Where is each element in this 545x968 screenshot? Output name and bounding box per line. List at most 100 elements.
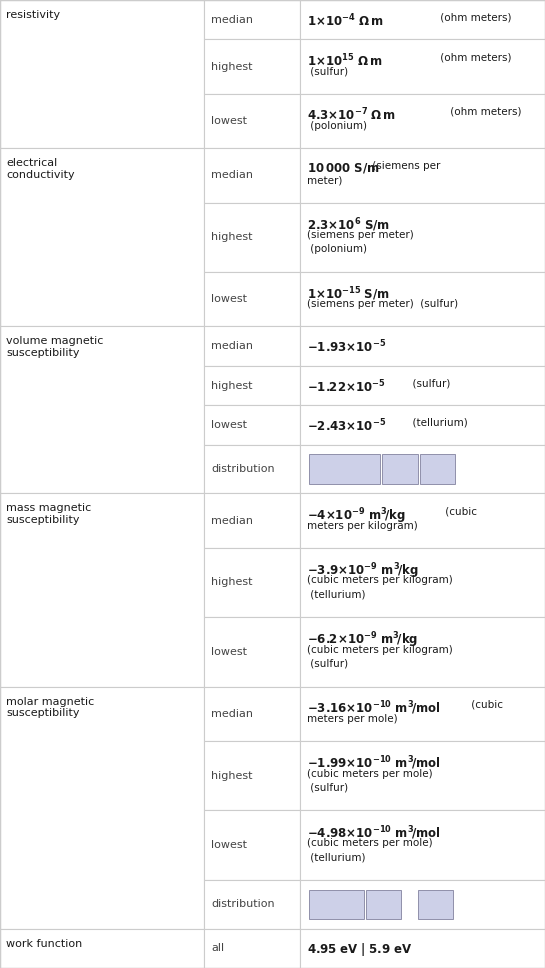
Bar bbox=[366, 890, 401, 919]
Text: (tellurium): (tellurium) bbox=[307, 590, 365, 599]
Text: (polonium): (polonium) bbox=[307, 244, 367, 255]
Text: $\mathbf{{-4}{\times}10^{-9}\ m^3\!/kg}$: $\mathbf{{-4}{\times}10^{-9}\ m^3\!/kg}$ bbox=[307, 506, 406, 527]
Text: $\mathbf{1{\times}10^{15}\ \Omega\,m}$: $\mathbf{1{\times}10^{15}\ \Omega\,m}$ bbox=[307, 52, 382, 69]
Text: median: median bbox=[211, 516, 253, 526]
Bar bbox=[204, 0, 300, 40]
Text: molar magnetic
susceptibility: molar magnetic susceptibility bbox=[6, 697, 94, 718]
Bar bbox=[204, 928, 300, 968]
Text: volume magnetic
susceptibility: volume magnetic susceptibility bbox=[6, 337, 104, 358]
Bar bbox=[204, 444, 300, 494]
Text: distribution: distribution bbox=[211, 899, 275, 909]
Text: highest: highest bbox=[211, 62, 253, 72]
Text: (polonium): (polonium) bbox=[307, 121, 367, 131]
Bar bbox=[300, 810, 545, 880]
Text: (sulfur): (sulfur) bbox=[405, 378, 450, 388]
Bar bbox=[0, 148, 204, 326]
Text: all: all bbox=[211, 943, 225, 953]
Bar bbox=[0, 326, 204, 494]
Bar bbox=[300, 406, 545, 444]
Text: distribution: distribution bbox=[211, 464, 275, 474]
Text: median: median bbox=[211, 170, 253, 180]
Bar bbox=[204, 366, 300, 406]
Text: median: median bbox=[211, 709, 253, 719]
Bar bbox=[0, 928, 204, 968]
Text: median: median bbox=[211, 15, 253, 25]
Bar bbox=[204, 810, 300, 880]
Text: meters per kilogram): meters per kilogram) bbox=[307, 521, 417, 530]
Text: (cubic meters per mole): (cubic meters per mole) bbox=[307, 838, 432, 848]
Text: work function: work function bbox=[6, 939, 82, 949]
Text: $\mathbf{{-3.16}{\times}10^{-10}\ m^3\!/mol}$: $\mathbf{{-3.16}{\times}10^{-10}\ m^3\!/… bbox=[307, 700, 440, 717]
Bar bbox=[300, 444, 545, 494]
Bar bbox=[204, 326, 300, 366]
Text: $\mathbf{4.3{\times}10^{-7}\ \Omega\,m}$: $\mathbf{4.3{\times}10^{-7}\ \Omega\,m}$ bbox=[307, 107, 396, 124]
Bar bbox=[204, 202, 300, 272]
Text: $\mathbf{{-6.2}{\times}10^{-9}\ m^3\!/kg}$: $\mathbf{{-6.2}{\times}10^{-9}\ m^3\!/kg… bbox=[307, 631, 418, 650]
Bar bbox=[204, 40, 300, 94]
Bar bbox=[300, 326, 545, 366]
Bar bbox=[300, 880, 545, 928]
Bar bbox=[204, 548, 300, 618]
Bar bbox=[0, 0, 204, 148]
Text: electrical
conductivity: electrical conductivity bbox=[6, 158, 75, 180]
Bar bbox=[204, 148, 300, 202]
Bar bbox=[300, 148, 545, 202]
Text: (cubic meters per kilogram): (cubic meters per kilogram) bbox=[307, 576, 452, 586]
Text: $\mathbf{2.3{\times}10^{6}\ S/m}$: $\mathbf{2.3{\times}10^{6}\ S/m}$ bbox=[307, 216, 390, 234]
Bar bbox=[300, 686, 545, 741]
Text: (cubic: (cubic bbox=[468, 700, 503, 710]
Bar bbox=[204, 741, 300, 810]
Bar bbox=[300, 366, 545, 406]
Text: (ohm meters): (ohm meters) bbox=[437, 13, 511, 22]
Bar bbox=[383, 454, 417, 484]
Bar bbox=[204, 686, 300, 741]
Text: $\mathbf{{-1.22}{\times}10^{-5}}$: $\mathbf{{-1.22}{\times}10^{-5}}$ bbox=[307, 378, 385, 395]
Bar bbox=[420, 454, 455, 484]
Bar bbox=[300, 494, 545, 548]
Text: highest: highest bbox=[211, 380, 253, 390]
Text: (cubic meters per kilogram): (cubic meters per kilogram) bbox=[307, 645, 452, 655]
Bar bbox=[0, 494, 204, 686]
Text: (siemens per meter)  (sulfur): (siemens per meter) (sulfur) bbox=[307, 299, 458, 309]
Bar bbox=[204, 272, 300, 326]
Bar bbox=[300, 928, 545, 968]
Bar bbox=[417, 890, 453, 919]
Text: (sulfur): (sulfur) bbox=[307, 783, 348, 793]
Text: $\mathbf{{-3.9}{\times}10^{-9}\ m^3\!/kg}$: $\mathbf{{-3.9}{\times}10^{-9}\ m^3\!/kg… bbox=[307, 561, 419, 581]
Text: (siemens per: (siemens per bbox=[369, 162, 440, 171]
Text: resistivity: resistivity bbox=[6, 10, 60, 20]
Bar bbox=[310, 890, 364, 919]
Text: $\mathbf{{-1.93}{\times}10^{-5}}$: $\mathbf{{-1.93}{\times}10^{-5}}$ bbox=[307, 339, 386, 355]
Bar bbox=[204, 406, 300, 444]
Bar bbox=[300, 40, 545, 94]
Bar bbox=[0, 686, 204, 928]
Text: highest: highest bbox=[211, 771, 253, 781]
Bar bbox=[300, 94, 545, 148]
Text: $\mathbf{{-2.43}{\times}10^{-5}}$: $\mathbf{{-2.43}{\times}10^{-5}}$ bbox=[307, 418, 386, 435]
Text: lowest: lowest bbox=[211, 294, 247, 304]
Bar bbox=[300, 548, 545, 618]
Bar bbox=[204, 94, 300, 148]
Text: highest: highest bbox=[211, 578, 253, 588]
Bar bbox=[300, 272, 545, 326]
Bar bbox=[300, 0, 545, 40]
Bar bbox=[310, 454, 380, 484]
Text: (tellurium): (tellurium) bbox=[405, 418, 467, 428]
Bar bbox=[204, 618, 300, 686]
Bar bbox=[204, 494, 300, 548]
Text: $\mathbf{1{\times}10^{-15}\ S/m}$: $\mathbf{1{\times}10^{-15}\ S/m}$ bbox=[307, 286, 390, 303]
Text: (cubic: (cubic bbox=[442, 506, 477, 517]
Text: (sulfur): (sulfur) bbox=[307, 67, 348, 76]
Text: $\mathbf{{-4.98}{\times}10^{-10}\ m^3\!/mol}$: $\mathbf{{-4.98}{\times}10^{-10}\ m^3\!/… bbox=[307, 824, 440, 842]
Text: $\mathbf{4.95\ eV\ |\ 5.9\ eV}$: $\mathbf{4.95\ eV\ |\ 5.9\ eV}$ bbox=[307, 941, 412, 958]
Text: highest: highest bbox=[211, 232, 253, 242]
Text: lowest: lowest bbox=[211, 116, 247, 126]
Text: lowest: lowest bbox=[211, 420, 247, 430]
Text: meter): meter) bbox=[307, 175, 342, 186]
Bar bbox=[204, 880, 300, 928]
Text: lowest: lowest bbox=[211, 840, 247, 850]
Bar bbox=[300, 741, 545, 810]
Text: (cubic meters per mole): (cubic meters per mole) bbox=[307, 769, 432, 778]
Text: (ohm meters): (ohm meters) bbox=[447, 107, 522, 117]
Text: mass magnetic
susceptibility: mass magnetic susceptibility bbox=[6, 503, 91, 525]
